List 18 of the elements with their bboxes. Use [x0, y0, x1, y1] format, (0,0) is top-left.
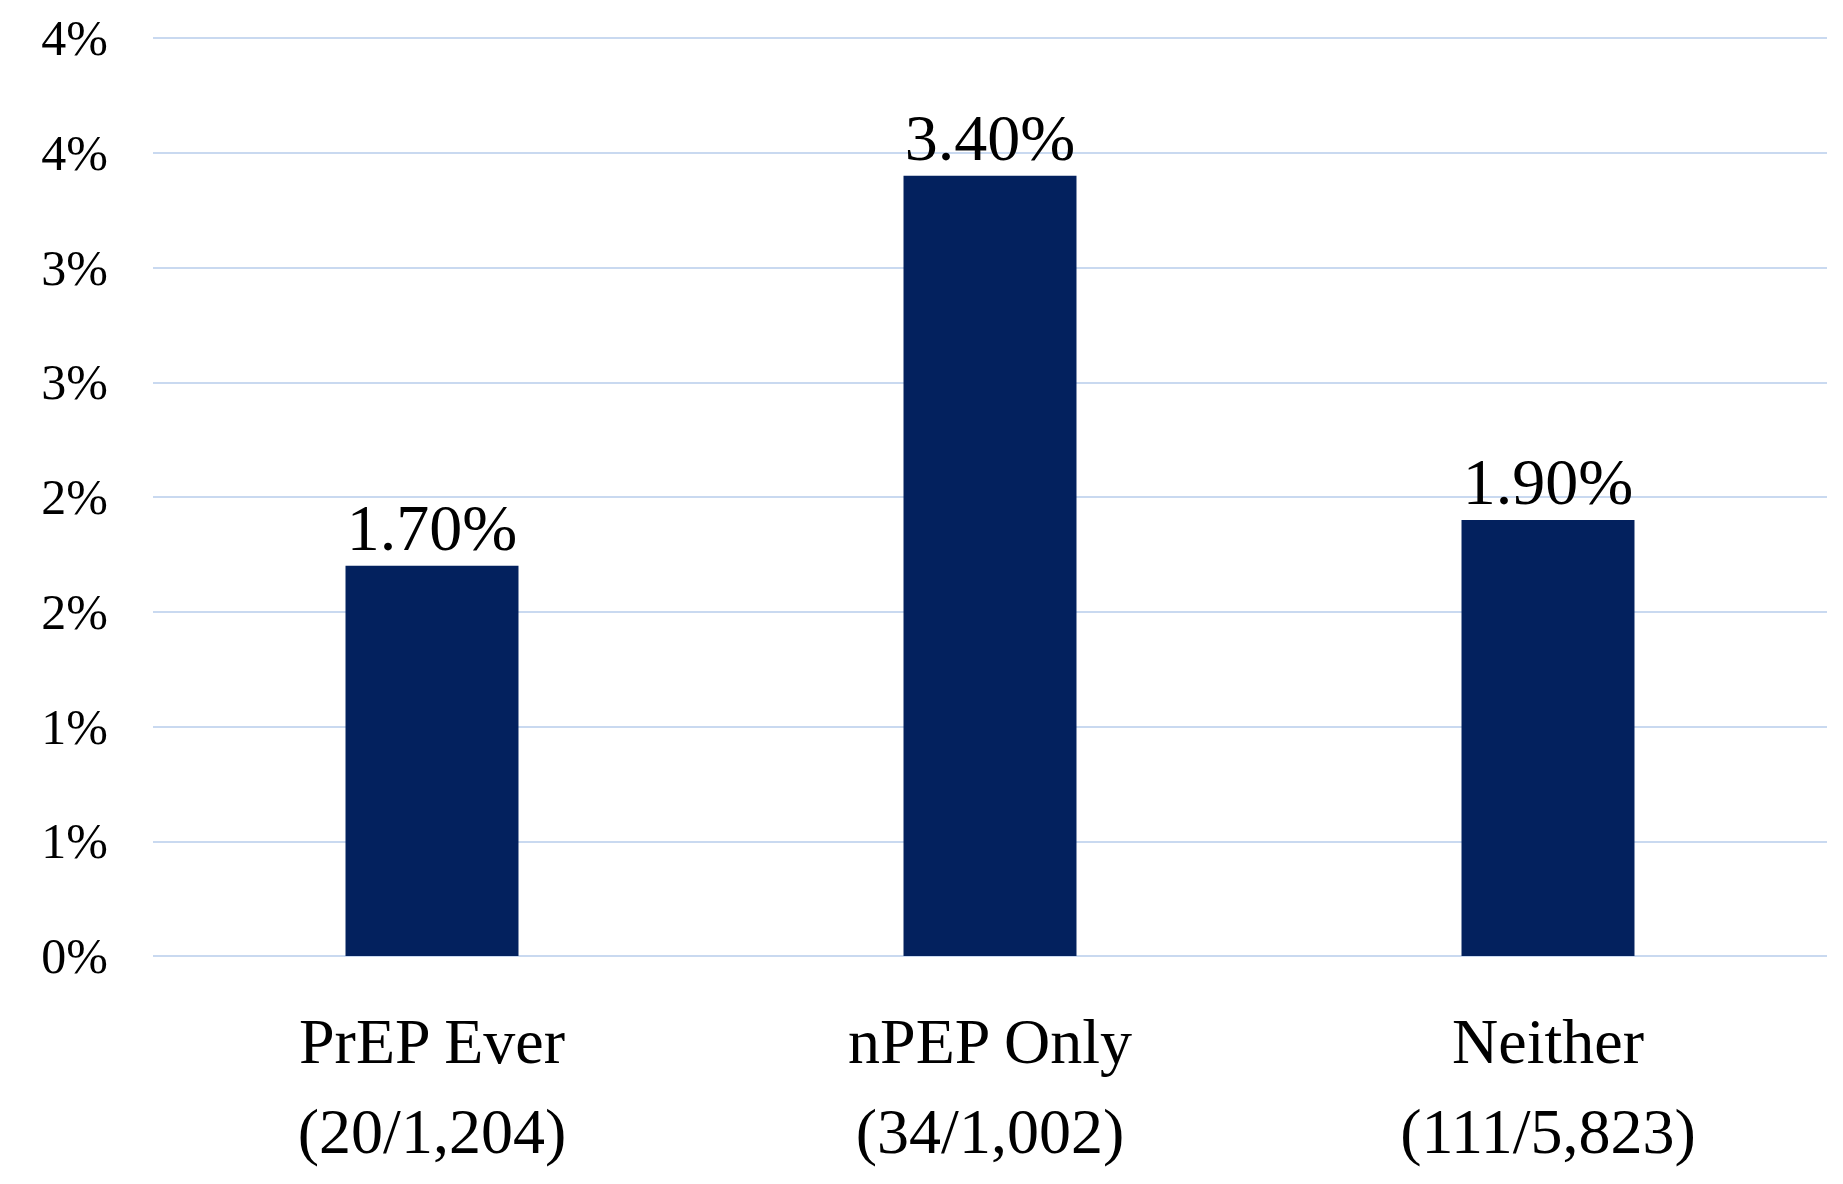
y-tick-label: 0%	[41, 928, 108, 984]
data-label: 1.90%	[1462, 445, 1634, 519]
y-tick-label: 4%	[41, 124, 108, 181]
data-label: 3.40%	[904, 101, 1076, 175]
data-label: 1.70%	[346, 491, 518, 565]
bar	[345, 565, 519, 956]
x-tick-label: PrEP Ever (20/1,204)	[297, 1005, 567, 1167]
x-tick-label: Neither (111/5,823)	[1400, 1005, 1696, 1167]
y-tick-label: 3%	[41, 239, 108, 296]
y-tick-label: 4%	[41, 10, 108, 66]
y-tick-label: 1%	[41, 813, 108, 870]
y-tick-label: 2%	[41, 469, 108, 525]
y-tick-label: 1%	[41, 698, 108, 755]
bar	[1461, 519, 1635, 956]
x-tick-label: nPEP Only (34/1,002)	[848, 1005, 1132, 1167]
bar	[903, 175, 1077, 956]
y-tick-label: 2%	[41, 583, 108, 640]
y-tick-label: 3%	[41, 354, 108, 411]
